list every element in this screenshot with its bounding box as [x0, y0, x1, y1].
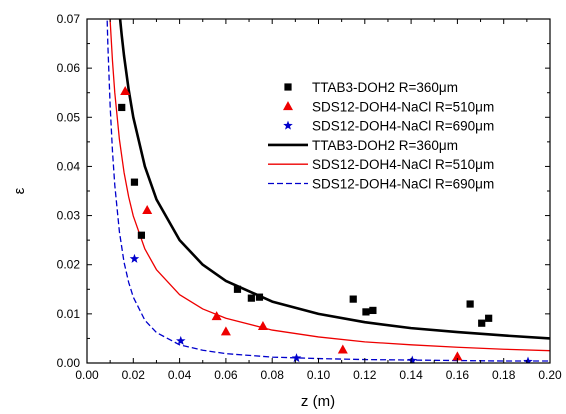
data-point-series-1: [118, 103, 126, 112]
series-layer: [106, 19, 550, 363]
data-point-series-2: [211, 311, 222, 321]
data-point-series-1: [485, 314, 493, 322]
x-axis-label: z (m): [301, 393, 335, 410]
legend-label: SDS12-DOH4-NaCl R=690μm: [312, 119, 494, 134]
data-point-series-1: [369, 306, 377, 315]
data-point-series-1: [130, 178, 139, 186]
data-point-series-3: [129, 253, 140, 263]
y-tick-label: 0.06: [57, 61, 81, 75]
data-point-series-1: [362, 308, 370, 316]
data-point-series-1: [247, 294, 255, 302]
legend-label: SDS12-DOH4-NaCl R=690μm: [312, 177, 494, 192]
data-point-series-3: [176, 335, 186, 345]
legend: TTAB3-DOH2 R=360μm SDS12-DOH4-NaCl R=510μ…: [268, 80, 494, 192]
data-point-series-2: [142, 204, 153, 214]
data-point-series-2: [220, 326, 231, 336]
legend-label: TTAB3-DOH2 R=360μm: [312, 80, 458, 95]
x-tick-label: 0.16: [446, 368, 470, 382]
data-point-series-1: [137, 231, 146, 239]
legend-marker: [283, 120, 293, 130]
y-tick-label: 0.04: [57, 159, 81, 173]
data-point-series-2: [452, 351, 463, 361]
data-point-series-3: [407, 355, 418, 363]
x-tick-label: 0.18: [492, 368, 516, 382]
data-point-series-2: [337, 344, 348, 354]
legend-label: SDS12-DOH4-NaCl R=510μm: [312, 99, 494, 114]
fit-curve-2: [109, 19, 550, 352]
fit-curve-1: [118, 19, 550, 340]
legend-label: SDS12-DOH4-NaCl R=510μm: [312, 157, 494, 172]
x-tick-label: 0.06: [214, 368, 238, 382]
x-tick-label: 0.12: [353, 368, 377, 382]
x-tick-label: 0.20: [538, 368, 562, 382]
legend-marker: [284, 83, 292, 91]
data-point-series-1: [466, 300, 474, 308]
y-tick-label: 0.00: [57, 356, 81, 370]
x-tick-label: 0.08: [261, 368, 285, 382]
data-point-series-1: [349, 295, 357, 303]
y-tick-label: 0.05: [57, 110, 81, 124]
data-point-series-3: [291, 353, 302, 363]
y-tick-label: 0.03: [57, 209, 81, 223]
data-point-series-1: [478, 319, 486, 327]
data-point-series-1: [233, 285, 242, 293]
x-tick-label: 0.02: [122, 368, 146, 382]
x-tick-label: 0.00: [75, 368, 99, 382]
axes-layer: 0.00 0.02 0.04 0.06 0.08 0.10 0.12 0.14 0.16 0.18…: [57, 12, 562, 382]
y-tick-label: 0.07: [57, 12, 81, 26]
data-point-series-2: [120, 86, 131, 96]
data-point-series-1: [255, 293, 264, 301]
legend-marker: [283, 101, 293, 111]
data-point-series-3: [523, 356, 533, 363]
legend-label: TTAB3-DOH2 R=360μm: [312, 138, 458, 153]
y-axis-label: ε: [11, 187, 28, 194]
y-tick-label: 0.02: [57, 258, 81, 272]
y-tick-label: 0.01: [57, 307, 81, 321]
x-tick-label: 0.10: [307, 368, 331, 382]
x-tick-label: 0.14: [399, 368, 423, 382]
x-tick-label: 0.04: [168, 368, 192, 382]
data-point-series-2: [257, 320, 268, 330]
